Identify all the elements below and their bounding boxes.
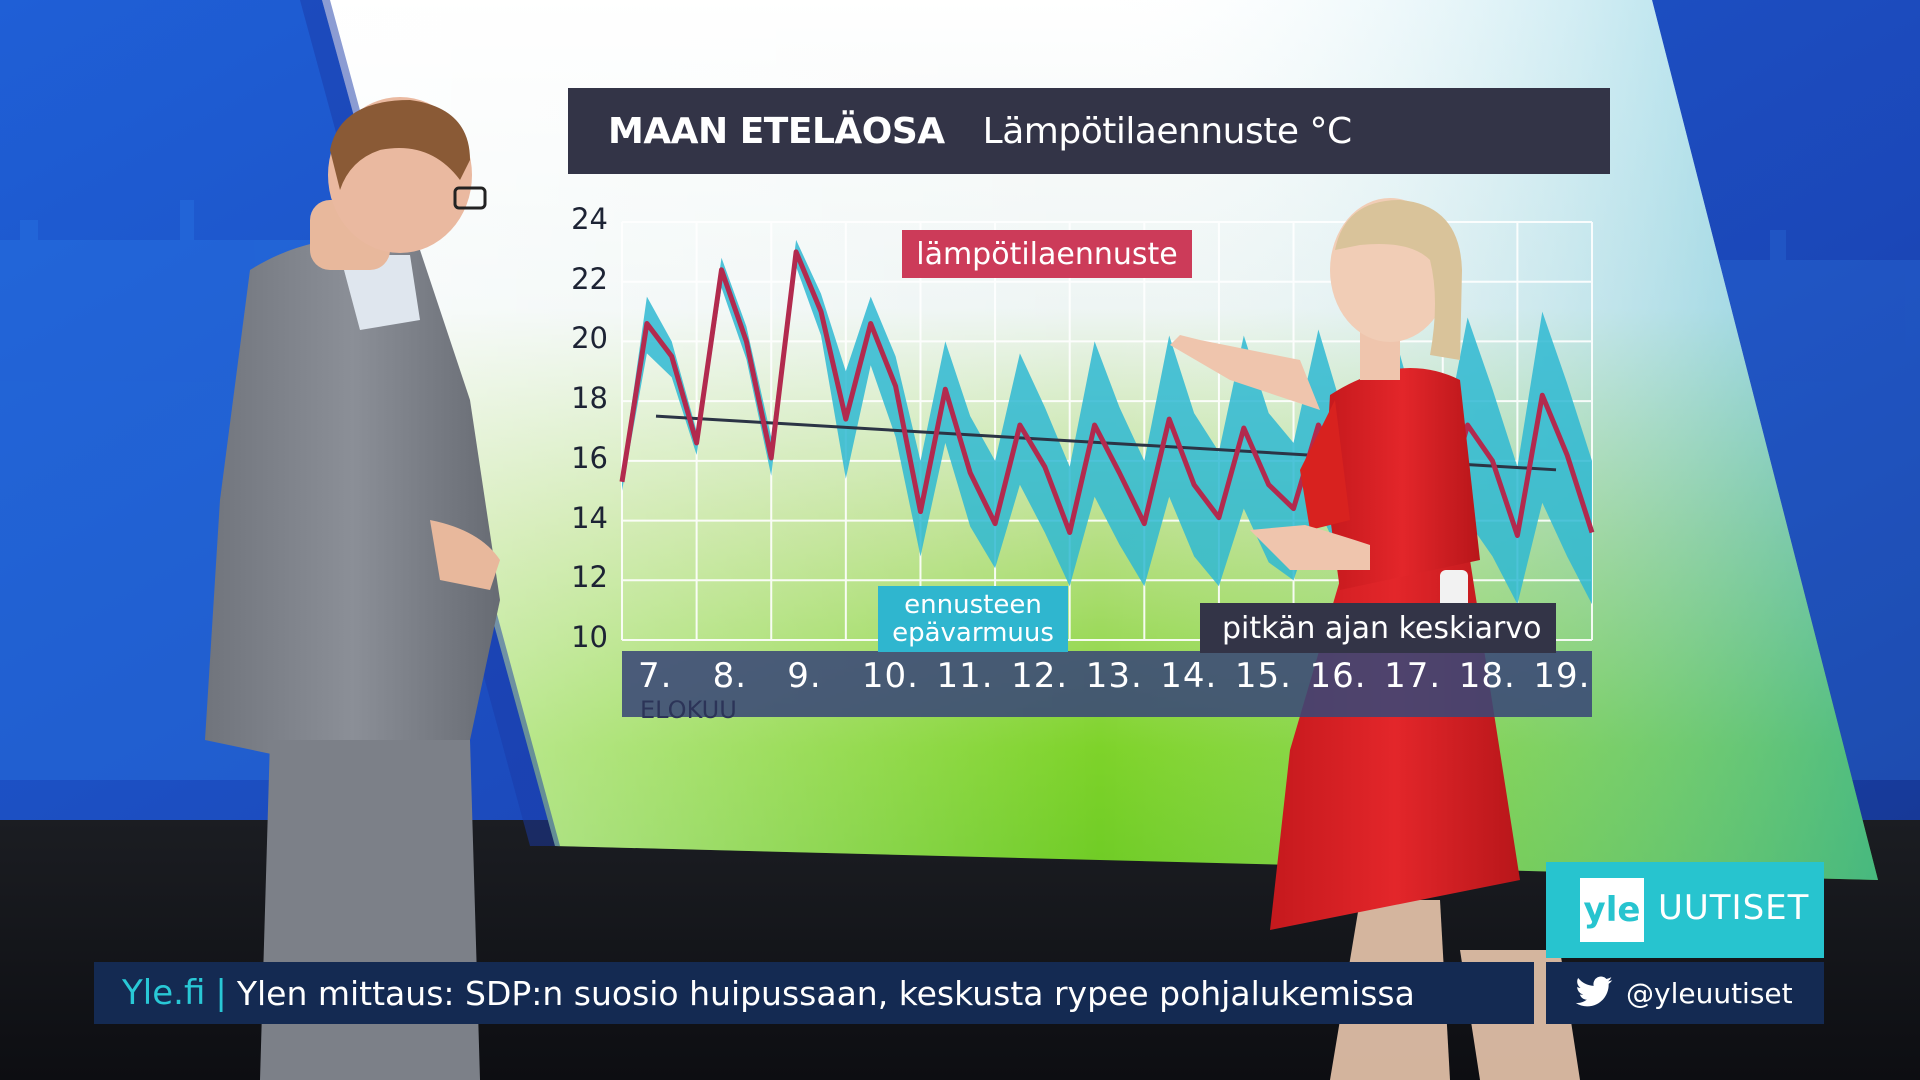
y-tick-label: 20 <box>571 321 608 356</box>
date-label: 13. <box>1085 656 1143 696</box>
y-tick-label: 14 <box>571 500 608 535</box>
date-label: 11. <box>936 656 994 696</box>
y-tick-label: 10 <box>571 620 608 654</box>
date-label: 7. <box>638 656 673 696</box>
date-label: 18. <box>1458 656 1516 696</box>
month-label: ELOKUU <box>640 696 737 724</box>
date-label: 12. <box>1011 656 1069 696</box>
legend-uncertainty-tag: ennusteen epävarmuus <box>878 586 1068 652</box>
y-tick-label: 16 <box>571 440 608 475</box>
y-tick-label: 22 <box>571 261 608 296</box>
legend-longterm-tag: pitkän ajan keskiarvo <box>1200 603 1556 653</box>
date-label: 10. <box>861 656 919 696</box>
chart-title: MAAN ETELÄOSA <box>608 110 945 152</box>
legend-forecast-tag: lämpötilaennuste <box>902 230 1192 278</box>
twitter-bird-icon <box>1575 976 1613 1007</box>
date-label: 17. <box>1384 656 1442 696</box>
twitter-handle: @yleuutiset <box>1626 976 1793 1010</box>
ticker-separator: | <box>215 973 227 1013</box>
ticker-site: Yle.fi <box>122 973 206 1013</box>
chart-header: MAAN ETELÄOSA Lämpötilaennuste °C <box>568 88 1610 174</box>
logo-uutiset-text: UUTISET <box>1658 888 1810 928</box>
chart-subtitle: Lämpötilaennuste °C <box>982 110 1352 152</box>
date-label: 14. <box>1160 656 1218 696</box>
y-tick-label: 18 <box>571 381 608 416</box>
yle-logo-icon: yle <box>1580 878 1644 942</box>
date-band <box>622 651 1592 717</box>
ticker-headline: Ylen mittaus: SDP:n suosio huipussaan, k… <box>236 973 1415 1013</box>
date-label: 16. <box>1309 656 1367 696</box>
date-label: 19. <box>1533 656 1591 696</box>
date-label: 15. <box>1234 656 1292 696</box>
y-tick-label: 12 <box>571 560 608 595</box>
y-tick-label: 24 <box>571 202 608 236</box>
yle-uutiset-logo: yle UUTISET <box>1546 862 1824 958</box>
twitter-block: @yleuutiset <box>1546 962 1824 1024</box>
news-ticker: Yle.fi | Ylen mittaus: SDP:n suosio huip… <box>94 962 1534 1024</box>
date-label: 9. <box>787 656 822 696</box>
date-label: 8. <box>712 656 748 696</box>
